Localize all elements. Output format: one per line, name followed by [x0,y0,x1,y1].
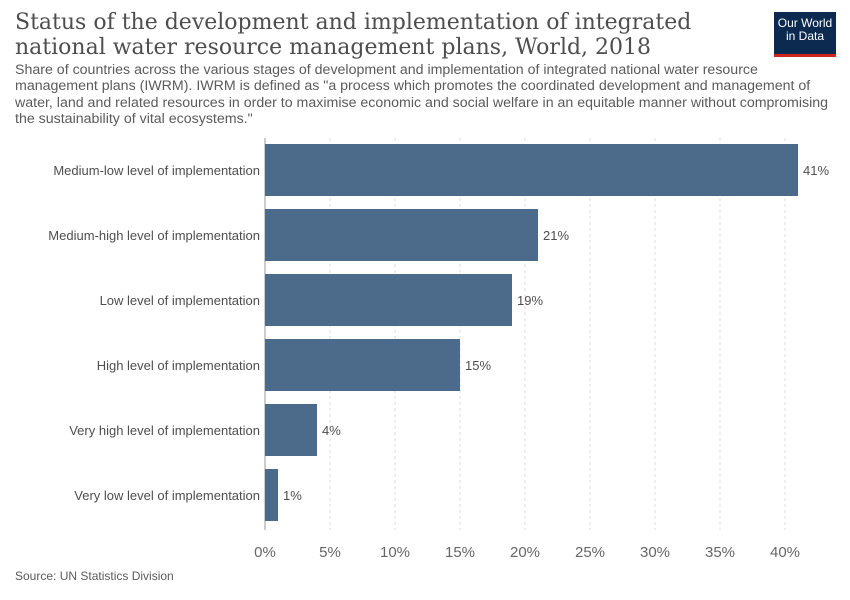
bar[interactable] [265,469,278,521]
bars: Medium-low level of implementation 41% Med… [48,144,829,521]
bar[interactable] [265,404,317,456]
source-note: Source: UN Statistics Division [15,569,174,583]
category-label: Medium-low level of implementation [53,163,260,178]
value-label: 15% [465,358,491,373]
x-tick-label: 15% [445,544,475,561]
x-tick-label: 35% [705,544,735,561]
category-label: Very high level of implementation [69,423,260,438]
logo-line-2: in Data [785,29,825,43]
category-label: Low level of implementation [100,293,260,308]
category-label: High level of implementation [97,358,260,373]
chart-title: Status of the development and implementa… [15,10,692,60]
x-tick-label: 25% [575,544,605,561]
x-tick-label: 0% [254,544,276,561]
value-label: 19% [517,293,543,308]
bar[interactable] [265,144,798,196]
value-label: 4% [322,423,341,438]
value-label: 1% [283,488,302,503]
x-tick-label: 10% [380,544,410,561]
x-tick-label: 40% [770,544,800,561]
category-label: Medium-high level of implementation [48,228,260,243]
x-tick-label: 5% [319,544,341,561]
value-label: 21% [543,228,569,243]
category-label: Very low level of implementation [74,488,260,503]
x-tick-label: 30% [640,544,670,561]
chart-subtitle: Share of countries across the various st… [15,62,829,127]
value-label: 41% [803,163,829,178]
grid-lines [264,138,786,530]
bar[interactable] [265,339,460,391]
owid-logo[interactable]: Our World in Data [774,12,836,57]
bar[interactable] [265,274,512,326]
logo-line-1: Our World [777,16,833,30]
x-axis-ticks: 0% 5% 10% 15% 20% 25% 30% 35% 40% [254,544,800,561]
x-tick-label: 20% [510,544,540,561]
bar[interactable] [265,209,538,261]
